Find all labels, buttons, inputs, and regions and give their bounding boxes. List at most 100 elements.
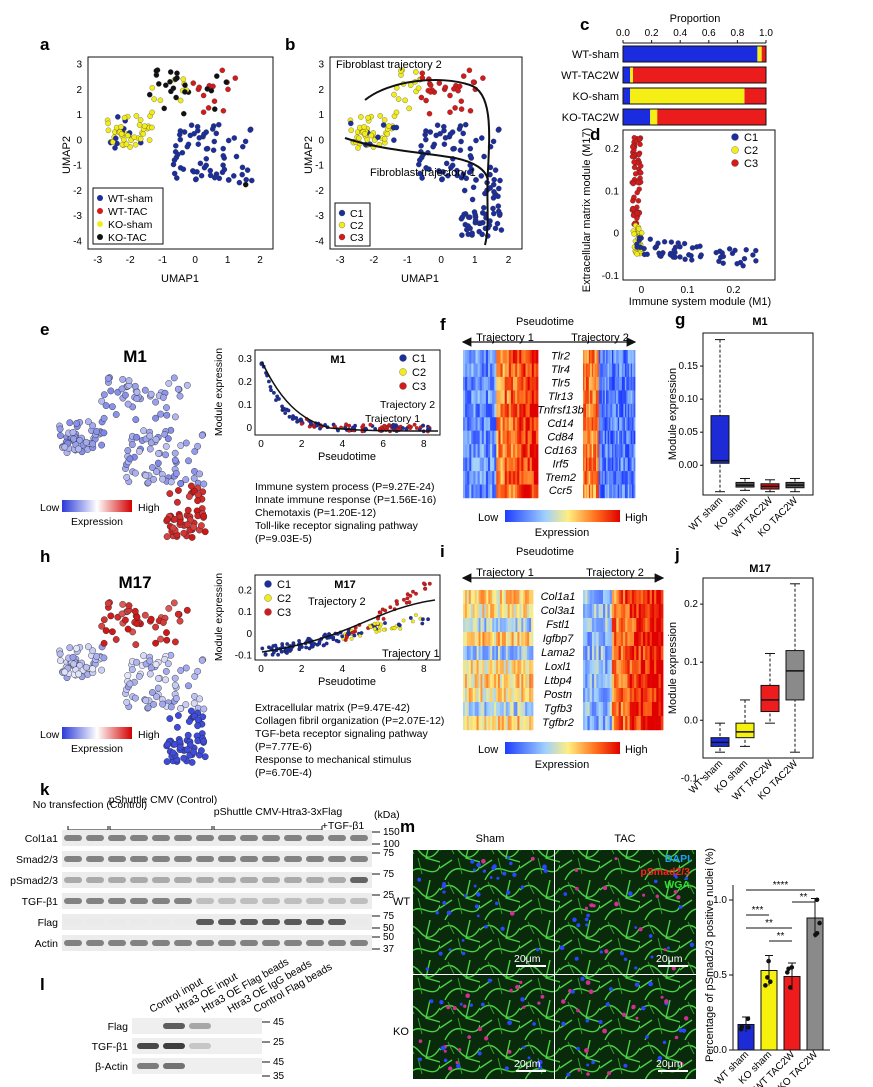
heat-cell xyxy=(470,716,474,731)
heat-cell xyxy=(611,403,614,418)
umap-a-point xyxy=(233,153,240,160)
scatter-d-point xyxy=(672,244,679,250)
heat-cell xyxy=(631,660,635,675)
expression-point xyxy=(176,392,184,400)
heat-cell xyxy=(598,471,601,485)
blot-k-band xyxy=(130,856,148,862)
heat-cell xyxy=(519,632,522,647)
box-body xyxy=(735,722,755,739)
blot-k-strip xyxy=(62,914,372,930)
heat-cell xyxy=(591,618,595,633)
heat-cell xyxy=(496,363,499,378)
nucleus xyxy=(666,946,670,950)
heat-cell xyxy=(485,376,489,391)
blot-k-band xyxy=(196,898,214,904)
heat-cell xyxy=(660,660,664,675)
heat-cell xyxy=(583,430,585,445)
inset-point xyxy=(298,417,303,422)
heat-cell xyxy=(604,363,607,378)
expression-point xyxy=(89,440,97,448)
heat-cell xyxy=(498,444,501,458)
heat-cell xyxy=(638,702,642,717)
heat-cell xyxy=(584,376,587,391)
heat-cell xyxy=(625,646,628,661)
umap-b-point xyxy=(473,177,479,183)
heat-cell xyxy=(627,604,630,619)
blot-k-band xyxy=(284,856,302,862)
heat-cell xyxy=(499,674,503,689)
expression-point xyxy=(188,759,196,766)
heat-cell xyxy=(636,674,639,689)
heat-cell xyxy=(596,674,599,689)
umap-a-point xyxy=(231,135,238,141)
heat-cell xyxy=(478,618,481,633)
heat-cell xyxy=(494,430,497,445)
heat-cell xyxy=(498,660,501,675)
nucleus xyxy=(455,1061,459,1065)
umap-a-point xyxy=(207,172,214,179)
heat-cell xyxy=(488,590,491,605)
heat-cell xyxy=(527,702,530,717)
heat-cell xyxy=(611,660,615,675)
heat-cell xyxy=(471,430,474,445)
inset-point xyxy=(276,652,281,657)
expression-point xyxy=(126,680,134,688)
umap-a-point xyxy=(153,68,160,74)
expression-point xyxy=(148,464,156,471)
m17-colorbar-low: Low xyxy=(40,729,60,741)
heat-cell xyxy=(529,646,532,661)
heat-cell xyxy=(488,688,491,703)
expression-point xyxy=(150,701,158,708)
blot-k-band xyxy=(240,835,258,841)
heat-cell xyxy=(588,350,591,364)
nucleus xyxy=(635,1016,639,1020)
heat-cell xyxy=(622,484,624,499)
umap-b-point xyxy=(457,147,464,153)
heat-cell xyxy=(494,403,497,418)
heat-cell xyxy=(589,702,593,717)
expression-point xyxy=(167,478,175,486)
heat-cell xyxy=(496,702,499,717)
heat-cell xyxy=(476,618,479,633)
scatter-d-point xyxy=(743,247,749,253)
heat-cell xyxy=(629,604,633,619)
heat-cell xyxy=(616,444,618,458)
legend-dot xyxy=(338,221,346,229)
heat-cell xyxy=(626,417,629,431)
heat-cell xyxy=(631,590,635,605)
umap-a-ytick: 2 xyxy=(76,85,82,96)
umap-b-point xyxy=(456,126,463,132)
bar-m-sig: ** xyxy=(777,931,785,942)
heat-cell xyxy=(467,457,470,472)
heat-cell xyxy=(479,417,483,431)
legend-dot xyxy=(731,159,739,167)
umap-a-ytick: -3 xyxy=(73,211,82,222)
heat-cell xyxy=(485,484,489,499)
heat-cell xyxy=(515,471,518,485)
blot-k-band xyxy=(130,898,148,904)
expression-point xyxy=(184,506,192,514)
heat-cell xyxy=(490,390,493,405)
nucleus xyxy=(607,1071,611,1076)
umap-b-point xyxy=(393,124,400,131)
heatmap-f-colorbar xyxy=(505,510,620,522)
heat-cell xyxy=(651,716,655,731)
blot-k-band xyxy=(108,835,126,841)
heat-cell xyxy=(593,444,595,458)
heat-cell xyxy=(515,674,518,689)
bar-m-sig: ** xyxy=(800,892,808,903)
expression-point xyxy=(194,491,202,499)
umap-b-point xyxy=(427,129,434,135)
heat-cell xyxy=(654,674,657,689)
heat-cell xyxy=(658,632,662,647)
heat-cell xyxy=(480,632,483,647)
heat-cell xyxy=(640,604,644,619)
heat-cell xyxy=(623,618,626,633)
umap-a-point xyxy=(167,79,173,85)
blot-k-band xyxy=(174,898,192,904)
heat-cell xyxy=(618,716,622,731)
blot-k-band xyxy=(64,919,82,925)
heat-cell xyxy=(531,363,535,378)
expression-point xyxy=(190,523,198,531)
